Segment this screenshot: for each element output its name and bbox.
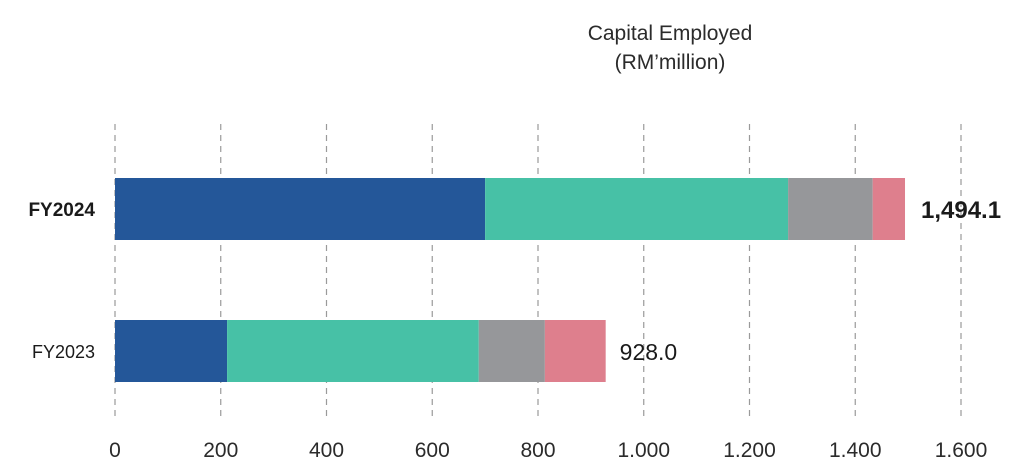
category-label: FY2023 (32, 342, 95, 362)
x-tick-label: 1.200 (723, 439, 776, 462)
category-label: FY2024 (28, 200, 95, 221)
chart-subtitle: (RM’million) (615, 51, 726, 74)
bars (115, 178, 906, 382)
bar-segment (544, 320, 606, 382)
chart-titles: Capital Employed (RM’million) (588, 22, 753, 74)
grid-lines (114, 124, 962, 420)
x-tick-label: 200 (203, 439, 238, 462)
x-tick-label: 400 (309, 439, 344, 462)
bar-segment (485, 178, 789, 240)
bar-segment (227, 320, 479, 382)
labels: 0 200 400 600 800 1.000 1.200 1.400 1.600 FY2024 1… (28, 197, 1001, 462)
chart-title: Capital Employed (588, 22, 753, 45)
bar-segment (478, 320, 545, 382)
bar-segment (788, 178, 873, 240)
x-tick-label: 600 (415, 439, 450, 462)
x-tick-label: 1.400 (829, 439, 882, 462)
total-value-label: 1,494.1 (921, 197, 1001, 224)
bar-segment (115, 178, 486, 240)
x-tick-label: 0 (109, 439, 121, 462)
total-value-label: 928.0 (620, 339, 678, 365)
x-tick-label: 1.000 (617, 439, 670, 462)
x-tick-label: 1.600 (935, 439, 988, 462)
x-tick-label: 800 (520, 439, 555, 462)
bar-segment (115, 320, 228, 382)
bar-segment (872, 178, 906, 240)
